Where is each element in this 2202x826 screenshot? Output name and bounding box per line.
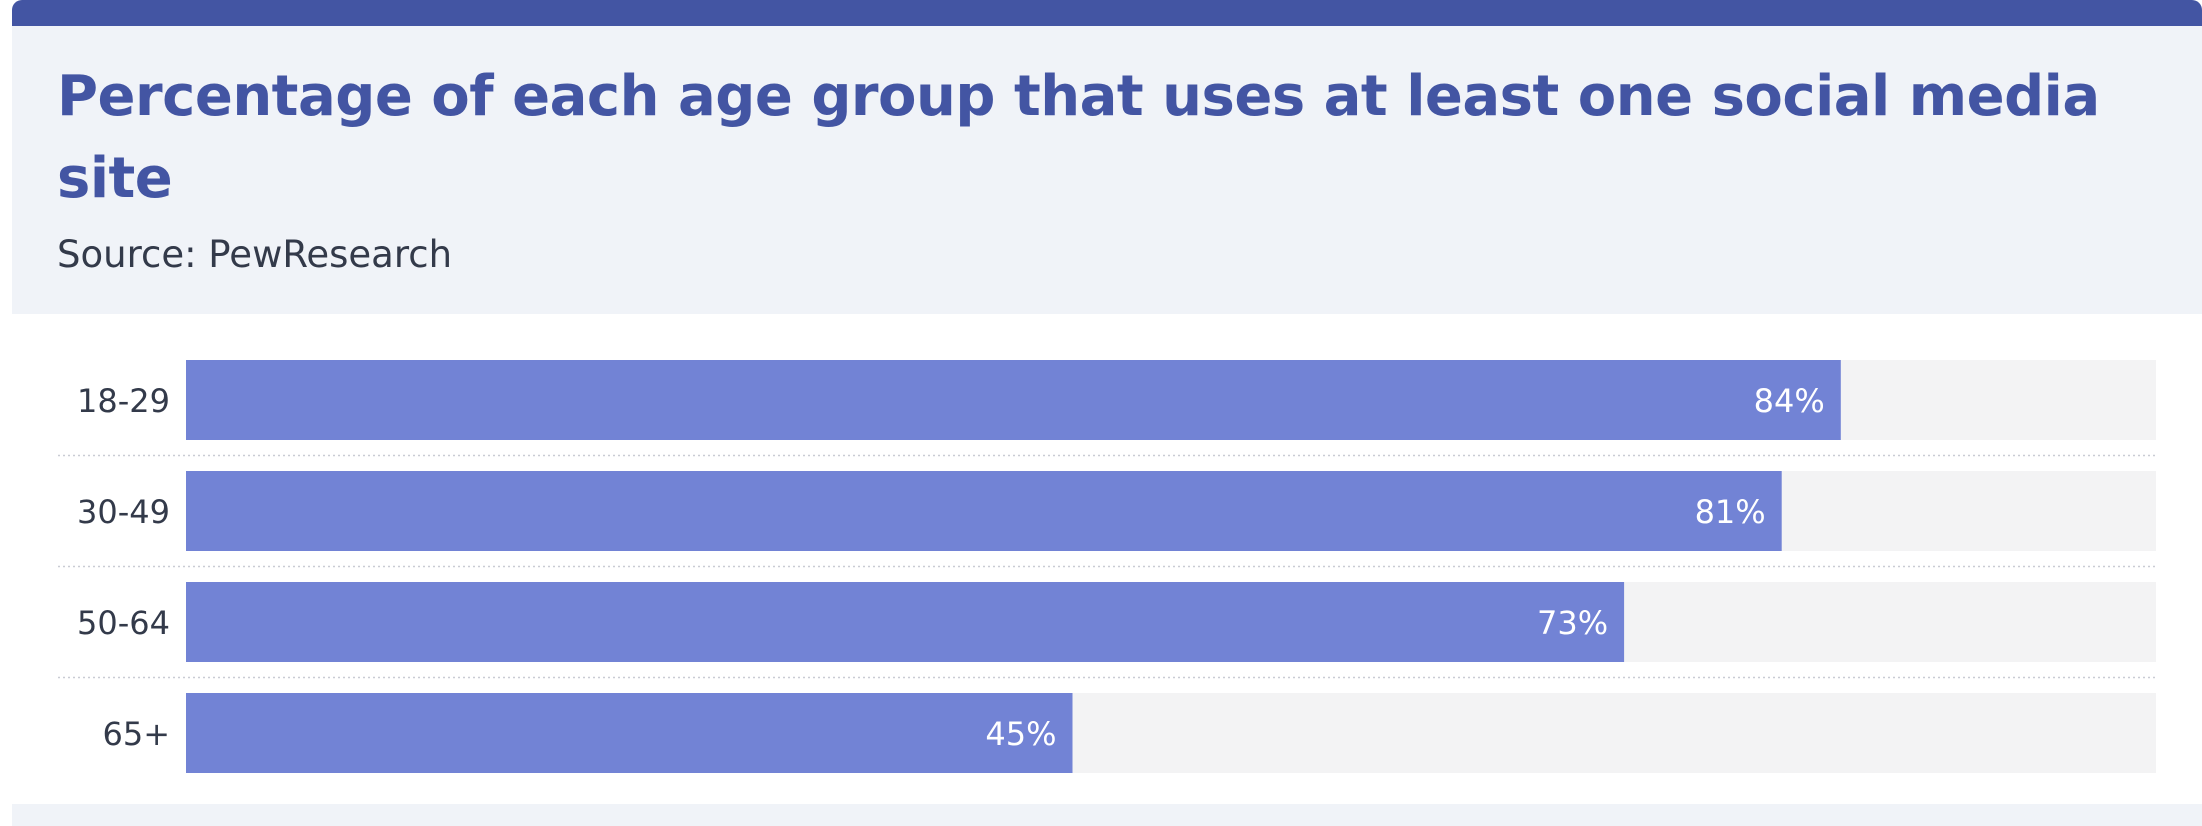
value-label: 84% bbox=[1754, 382, 1825, 420]
value-label: 73% bbox=[1537, 604, 1608, 642]
bar bbox=[186, 471, 1782, 551]
accent-bar bbox=[12, 0, 2202, 26]
chart-title: Percentage of each age group that uses a… bbox=[57, 64, 2100, 211]
chart-card: Percentage of each age group that uses a… bbox=[12, 0, 2202, 826]
category-label: 30-49 bbox=[77, 493, 170, 531]
value-label: 81% bbox=[1695, 493, 1766, 531]
category-label: 65+ bbox=[102, 715, 170, 753]
bar bbox=[186, 360, 1841, 440]
chart-subtitle: Source: PewResearch bbox=[57, 233, 453, 276]
footer-strip bbox=[12, 804, 2202, 826]
bar bbox=[186, 693, 1073, 773]
category-label: 18-29 bbox=[77, 382, 170, 420]
bar bbox=[186, 582, 1625, 662]
bar-chart-svg: 18-29 84% 30-49 81% 50-64 73% 65+ 45% bbox=[58, 360, 2156, 773]
value-label: 45% bbox=[985, 715, 1056, 753]
chart-header: Percentage of each age group that uses a… bbox=[12, 26, 2202, 314]
category-label: 50-64 bbox=[77, 604, 170, 642]
bar-chart: 18-29 84% 30-49 81% 50-64 73% 65+ 45% bbox=[12, 314, 2202, 804]
